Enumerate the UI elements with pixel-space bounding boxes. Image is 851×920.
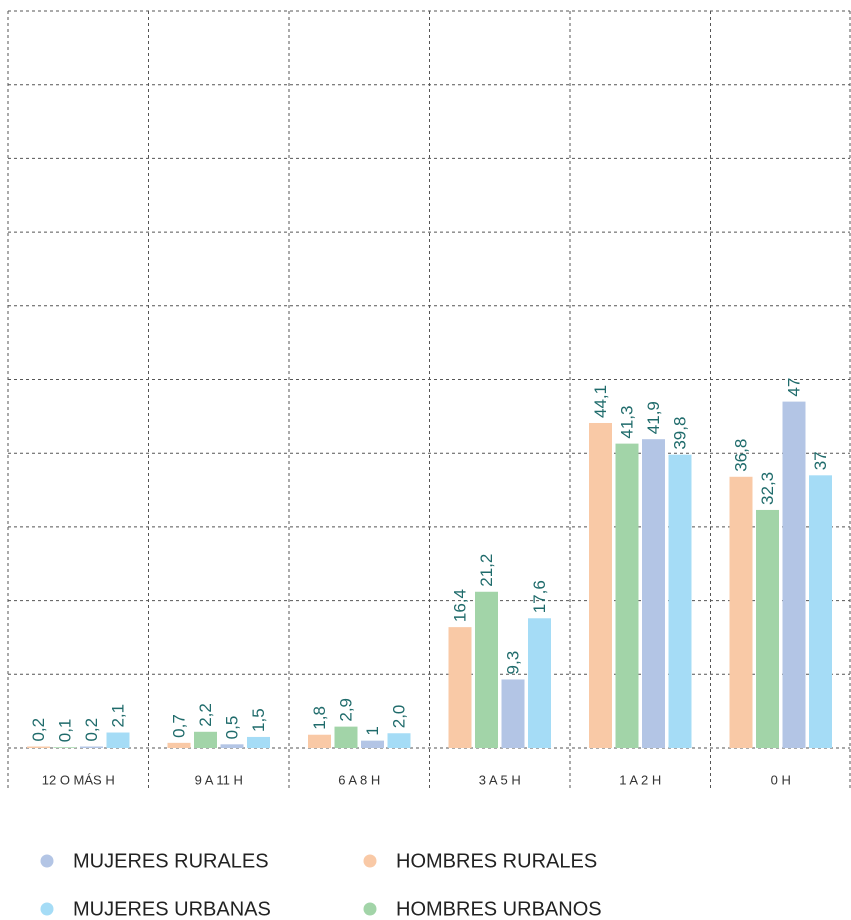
data-label: 2,1 xyxy=(108,704,127,728)
x-tick-label: 12 O MÁS H xyxy=(42,772,115,787)
bar xyxy=(782,401,806,748)
bar xyxy=(167,742,191,748)
bar xyxy=(53,747,77,748)
bar xyxy=(308,734,331,748)
bar xyxy=(809,475,832,748)
bar xyxy=(589,422,612,748)
legend-swatch xyxy=(363,854,377,868)
data-label: 1 xyxy=(363,726,382,735)
bar xyxy=(448,627,472,748)
x-tick-label: 3 A 5 H xyxy=(479,772,521,787)
bar xyxy=(27,746,50,748)
data-label: 17,6 xyxy=(530,580,549,613)
bar xyxy=(247,736,270,748)
bar xyxy=(475,591,498,748)
bar xyxy=(387,733,411,748)
data-label: 1,8 xyxy=(310,706,329,730)
data-label: 0,2 xyxy=(29,718,48,742)
data-label: 41,9 xyxy=(644,401,663,434)
bar xyxy=(528,618,551,748)
data-label: 2,9 xyxy=(336,698,355,722)
data-label: 1,5 xyxy=(249,708,268,732)
bar xyxy=(668,454,692,748)
legend-label: MUJERES RURALES xyxy=(73,850,269,872)
data-label: 16,4 xyxy=(450,589,469,622)
data-label: 44,1 xyxy=(591,385,610,418)
legend-swatch xyxy=(40,902,54,916)
bar xyxy=(334,726,358,748)
bar xyxy=(106,732,130,748)
bar xyxy=(756,509,779,748)
data-label: 21,2 xyxy=(477,554,496,587)
bar xyxy=(615,443,639,748)
x-tick-label: 6 A 8 H xyxy=(338,772,380,787)
data-label: 0,7 xyxy=(169,714,188,738)
bar xyxy=(501,679,525,748)
data-label: 9,3 xyxy=(503,651,522,675)
data-label: 32,3 xyxy=(758,472,777,505)
data-label: 36,8 xyxy=(731,439,750,472)
legend-label: HOMBRES RURALES xyxy=(396,850,597,872)
bar xyxy=(80,746,103,748)
data-label: 0,1 xyxy=(55,719,74,743)
data-label: 2,0 xyxy=(389,705,408,729)
bar xyxy=(361,740,384,748)
data-label: 37 xyxy=(811,451,830,470)
legend-label: MUJERES URBANAS xyxy=(73,898,271,920)
bar xyxy=(729,476,753,748)
legend-label: HOMBRES URBANOS xyxy=(396,898,602,920)
data-label: 0,5 xyxy=(222,716,241,740)
data-label: 2,2 xyxy=(196,703,215,727)
data-label: 41,3 xyxy=(617,406,636,439)
bar xyxy=(194,731,217,748)
bar xyxy=(220,744,244,748)
data-label: 47 xyxy=(784,378,803,397)
x-tick-label: 0 H xyxy=(771,772,791,787)
bar xyxy=(642,439,665,748)
x-tick-label: 1 A 2 H xyxy=(619,772,661,787)
legend-swatch xyxy=(40,854,54,868)
data-label: 0,2 xyxy=(82,718,101,742)
legend-swatch xyxy=(363,902,377,916)
data-label: 39,8 xyxy=(670,417,689,450)
x-tick-label: 9 A 11 H xyxy=(195,772,243,787)
